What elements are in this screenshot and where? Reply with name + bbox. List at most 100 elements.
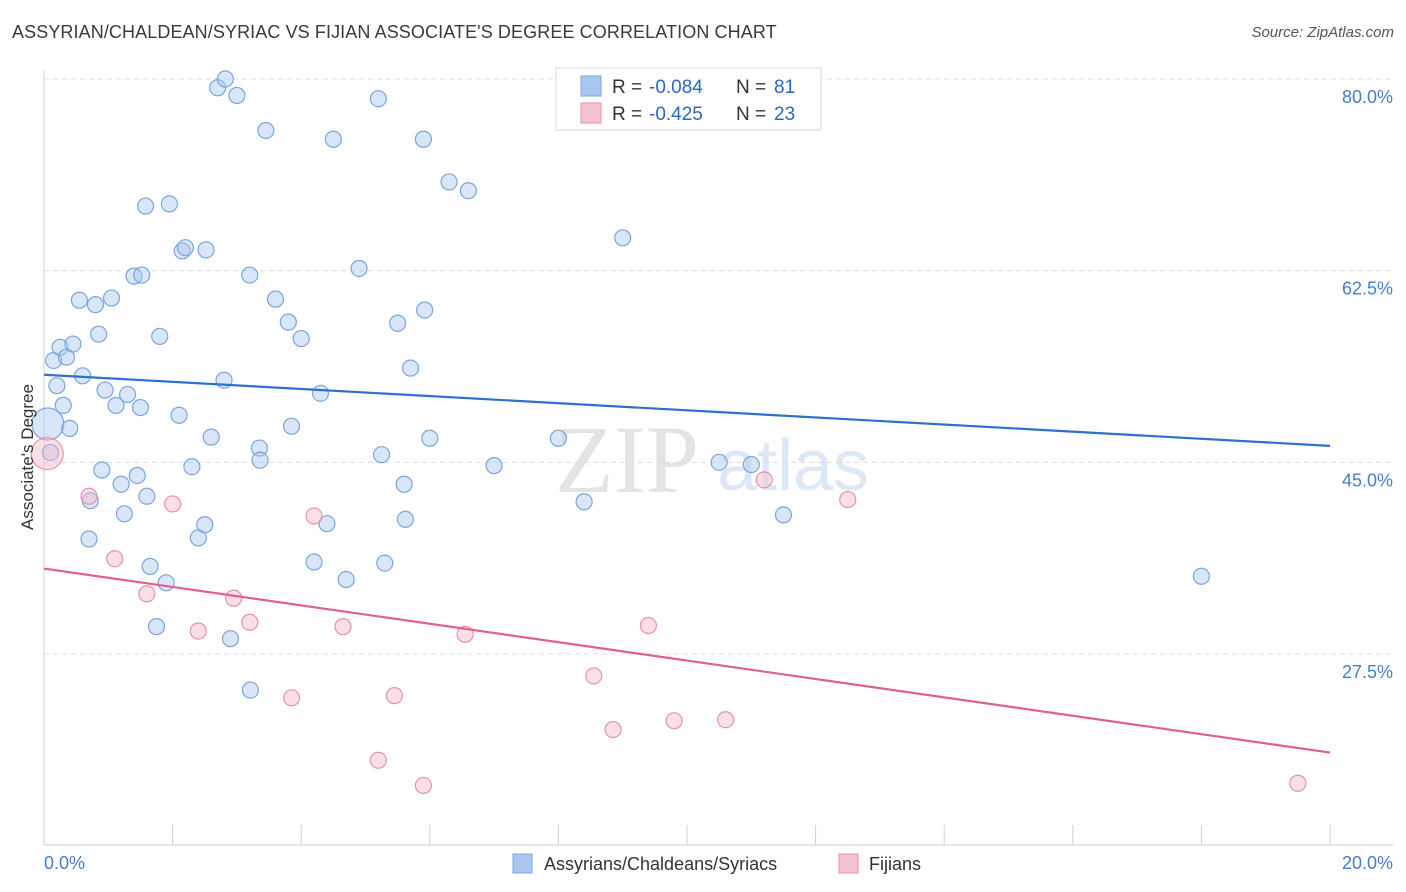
assyrian-point	[318, 515, 336, 533]
assyrian-point	[80, 530, 98, 548]
assyrian-point	[173, 242, 191, 260]
y-axis-title: Associate's Degree	[18, 384, 37, 530]
assyrian-point	[1192, 567, 1211, 585]
assyrian-point	[549, 429, 568, 447]
assyrian-point	[90, 325, 108, 343]
assyrian-point	[350, 259, 368, 278]
fijian-point	[369, 751, 387, 769]
fijian-point	[839, 490, 857, 509]
assyrian-point	[147, 618, 166, 636]
assyrian-point	[459, 182, 477, 200]
assyrian-point	[118, 385, 137, 404]
fijian-point	[414, 776, 432, 795]
x-tick-label: 20.0%	[1342, 853, 1393, 873]
series-legend-swatch-blue	[512, 853, 533, 874]
assyrian-point	[324, 130, 342, 148]
assyrian-point	[160, 195, 178, 213]
assyrian-point	[241, 681, 260, 699]
x-tick-label: 0.0%	[44, 853, 85, 873]
assyrian-point	[241, 266, 259, 284]
assyrian-point	[96, 381, 114, 399]
assyrian-point	[710, 453, 728, 471]
assyrian-point	[221, 630, 240, 648]
assyrian-point	[292, 329, 310, 348]
assyrian-point	[395, 475, 413, 493]
assyrian-point	[48, 377, 66, 395]
legend-swatch-pink	[580, 102, 602, 124]
assyrian-point	[157, 574, 175, 592]
assyrian-point	[228, 86, 246, 105]
assyrian-point	[183, 458, 201, 476]
assyrian-point	[742, 455, 760, 474]
assyrian-point	[311, 384, 330, 402]
assyrian-point	[337, 570, 355, 589]
assyrian-point	[93, 461, 111, 479]
fijian-point	[225, 589, 243, 607]
assyrian-point	[61, 419, 79, 437]
chart-source: Source: ZipAtlas.com	[1251, 24, 1394, 41]
legend-r-value-2: -0.425	[649, 104, 703, 125]
fijian-point	[665, 712, 683, 730]
assyrian-point	[282, 417, 301, 435]
assyrian-point	[414, 130, 432, 148]
assyrian-point	[112, 475, 130, 493]
assyrian-point	[440, 173, 458, 191]
trend-layer	[43, 373, 1331, 754]
assyrian-point	[389, 314, 407, 332]
fijian-point	[241, 613, 259, 631]
fijian-trend-line	[43, 567, 1331, 754]
assyrian-point	[376, 554, 394, 572]
x-ticks: 0.0% 20.0%	[44, 825, 1393, 873]
assyrian-point	[266, 290, 285, 308]
assyrian-point	[64, 335, 82, 353]
assyrian-point	[41, 443, 60, 462]
assyrian-point	[176, 239, 195, 257]
assyrian-point	[170, 406, 188, 424]
chart-title: ASSYRIAN/CHALDEAN/SYRIAC VS FIJIAN ASSOC…	[12, 22, 777, 42]
fijian-point	[138, 585, 156, 603]
grid-layer	[44, 78, 1394, 655]
assyrian-point	[151, 327, 169, 345]
assyrian-point	[485, 457, 503, 475]
series-legend: Assyrians/Chaldeans/Syriacs Fijians	[512, 853, 921, 874]
assyrian-point	[131, 398, 150, 417]
stats-legend: R = -0.084 N = 81 R = -0.425 N = 23	[555, 67, 822, 131]
assyrian-point	[128, 466, 146, 485]
assyrian-point	[372, 446, 391, 464]
assyrian-point	[54, 396, 72, 414]
assyrian-point	[216, 70, 234, 88]
assyrian-point	[369, 90, 387, 108]
assyrian-point	[31, 407, 65, 441]
y-tick-label: 45.0%	[1342, 470, 1393, 490]
assyrian-point	[107, 396, 125, 414]
fijian-point	[334, 618, 352, 636]
assyrian-point	[197, 241, 215, 259]
series-legend-swatch-pink	[838, 853, 859, 874]
fijian-point	[282, 689, 301, 707]
legend-r-label-1: R =	[612, 77, 642, 98]
points-layer	[30, 70, 1307, 795]
fijian-point	[639, 616, 658, 635]
assyrian-point	[138, 487, 156, 505]
assyrian-point	[575, 493, 593, 511]
y-tick-labels: 27.5% 45.0% 62.5% 80.0%	[1342, 87, 1393, 682]
assyrian-point	[257, 121, 275, 140]
legend-n-value-2: 23	[774, 104, 795, 125]
y-tick-label: 27.5%	[1342, 662, 1393, 682]
fijian-point	[604, 720, 622, 739]
assyrian-point	[141, 557, 159, 575]
fijian-point	[755, 471, 773, 489]
assyrian-point	[305, 553, 323, 571]
legend-n-label-1: N =	[736, 77, 766, 98]
assyrian-point	[279, 313, 297, 331]
assyrian-point	[196, 516, 214, 534]
watermark-zip: ZIP	[555, 406, 699, 513]
fijian-point	[716, 711, 735, 729]
y-tick-label: 80.0%	[1342, 87, 1393, 107]
legend-n-value-1: 81	[774, 77, 795, 98]
assyrian-point	[102, 289, 121, 307]
fijian-point	[385, 687, 404, 705]
series-legend-label-blue: Assyrians/Chaldeans/Syriacs	[544, 854, 777, 874]
assyrian-point	[86, 296, 105, 314]
